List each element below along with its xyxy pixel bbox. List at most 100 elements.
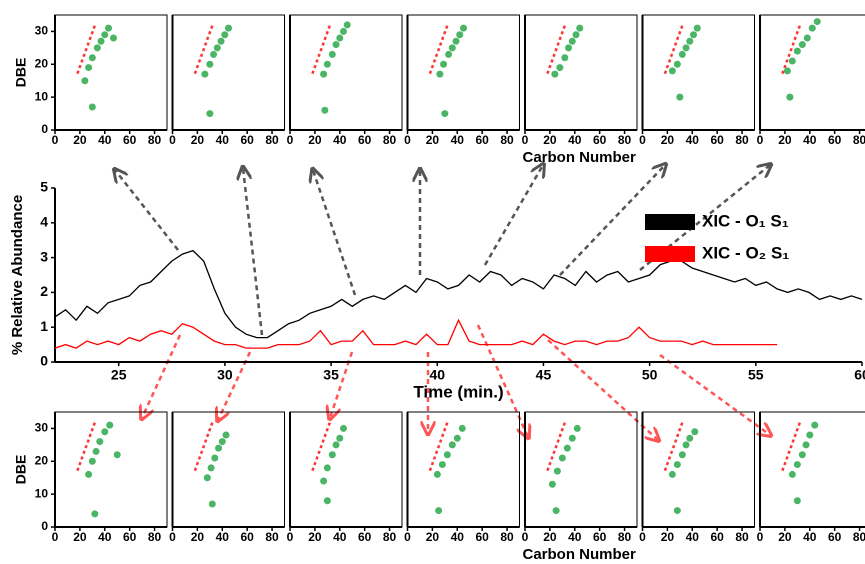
- x-tick-label: 40: [568, 530, 582, 544]
- point: [561, 54, 569, 62]
- boundary: [781, 23, 802, 75]
- x-tick-label: 60: [593, 133, 607, 147]
- x-tick-label: 60: [710, 133, 724, 147]
- x-tick-label: 80: [265, 133, 279, 147]
- point: [691, 428, 699, 436]
- panel-frame: [759, 411, 865, 528]
- point: [97, 37, 105, 45]
- point: [448, 44, 456, 52]
- point: [452, 37, 460, 45]
- point: [211, 454, 219, 462]
- x-tick-label: 0: [404, 530, 411, 544]
- x-tick-label: 60: [240, 530, 254, 544]
- point: [808, 24, 816, 32]
- point: [215, 444, 223, 452]
- point: [336, 434, 344, 442]
- arrow: [483, 165, 543, 266]
- point: [682, 44, 690, 52]
- point: [332, 41, 340, 49]
- x-tick-label: 20: [661, 133, 675, 147]
- x-tick-label: 20: [426, 530, 440, 544]
- x-tick-label: 40: [686, 530, 700, 544]
- point: [221, 31, 229, 39]
- y-tick-label: 5: [40, 179, 48, 195]
- point: [783, 67, 791, 75]
- y-tick-label: 10: [35, 89, 49, 103]
- x-tick-label: 40: [216, 133, 230, 147]
- point: [328, 50, 336, 58]
- point: [101, 31, 109, 39]
- point: [440, 60, 448, 68]
- point: [222, 431, 230, 439]
- x-tick-label: 40: [451, 530, 465, 544]
- point: [668, 67, 676, 75]
- point: [88, 103, 96, 111]
- x-axis-label: Time (min.): [413, 382, 503, 401]
- legend-swatch: [645, 214, 695, 230]
- point: [85, 470, 93, 478]
- point: [568, 434, 576, 442]
- panel-frame: [54, 14, 168, 131]
- arrow: [559, 165, 665, 276]
- point: [786, 93, 794, 101]
- point: [806, 431, 814, 439]
- point: [113, 451, 121, 459]
- point: [343, 21, 351, 29]
- boundary: [428, 23, 449, 75]
- x-tick-label: 20: [543, 133, 557, 147]
- point: [218, 438, 226, 446]
- panel-frame: [524, 14, 638, 131]
- x-tick-label: 80: [853, 133, 865, 147]
- point: [788, 470, 796, 478]
- arrow: [659, 353, 770, 435]
- x-tick-label: 0: [287, 530, 294, 544]
- x-tick-label: 80: [383, 530, 397, 544]
- arrow: [142, 334, 182, 418]
- x-tick-label: 20: [308, 133, 322, 147]
- x-tick-label: 80: [500, 530, 514, 544]
- point: [673, 461, 681, 469]
- panel-frame: [642, 411, 755, 528]
- x-tick-label: 40: [803, 530, 817, 544]
- point: [690, 31, 698, 39]
- point: [336, 34, 344, 42]
- point: [573, 424, 581, 432]
- y-tick-label: 3: [40, 248, 48, 264]
- x-tick-label: 0: [404, 133, 411, 147]
- x-tick-label: 80: [148, 530, 162, 544]
- x-tick-label: 0: [52, 133, 59, 147]
- x-tick-label: 60: [828, 530, 842, 544]
- x-tick-label: 80: [383, 133, 397, 147]
- point: [210, 50, 218, 58]
- point: [443, 451, 451, 459]
- x-tick-label: 40: [333, 530, 347, 544]
- point: [556, 64, 564, 72]
- x-tick-label: 40: [216, 530, 230, 544]
- point: [682, 441, 690, 449]
- point: [673, 507, 681, 515]
- y-tick-label: 30: [35, 421, 49, 435]
- legend-label: XIC - O₁ S₁: [702, 211, 789, 230]
- panel-frame: [407, 14, 520, 131]
- x-tick-label: 0: [639, 133, 646, 147]
- x-tick-label: 40: [98, 530, 112, 544]
- x-tick-label: 0: [757, 133, 764, 147]
- y-tick-label: 2: [40, 283, 48, 299]
- point: [217, 37, 225, 45]
- boundary: [546, 23, 567, 75]
- point: [323, 60, 331, 68]
- x-tick-label: 50: [642, 367, 658, 383]
- x-tick-label: 80: [735, 133, 749, 147]
- point: [460, 24, 467, 32]
- point: [798, 451, 806, 459]
- panel-frame: [172, 14, 285, 131]
- x-tick-label: 40: [568, 133, 582, 147]
- point: [109, 34, 117, 42]
- arrow: [313, 170, 357, 296]
- point: [328, 451, 336, 459]
- x-tick-label: 20: [661, 530, 675, 544]
- point: [101, 428, 109, 436]
- point: [225, 24, 232, 32]
- point: [548, 480, 556, 488]
